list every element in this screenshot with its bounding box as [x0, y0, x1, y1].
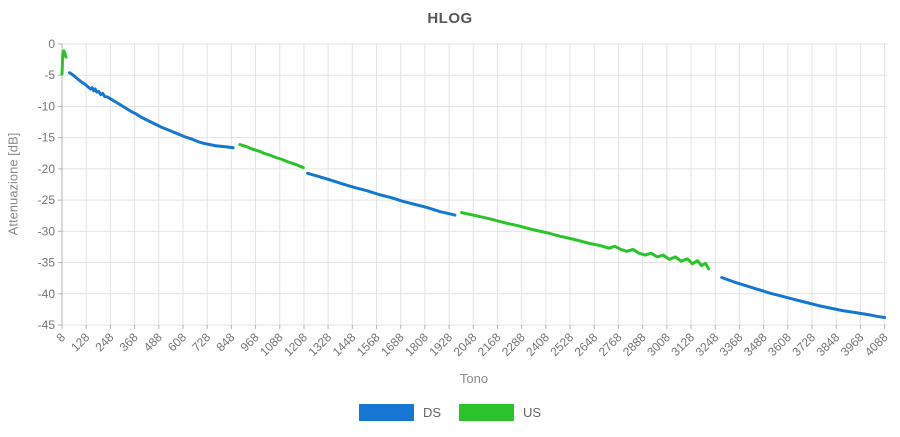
legend: DS US	[0, 403, 900, 421]
svg-text:1688: 1688	[378, 330, 407, 359]
svg-text:3848: 3848	[814, 330, 843, 359]
svg-text:2648: 2648	[572, 330, 601, 359]
svg-text:1448: 1448	[330, 330, 359, 359]
svg-text:3368: 3368	[717, 330, 746, 359]
svg-text:2168: 2168	[475, 330, 504, 359]
svg-text:2888: 2888	[620, 330, 649, 359]
legend-label-ds: DS	[422, 404, 441, 420]
svg-text:848: 848	[213, 330, 237, 354]
svg-text:488: 488	[141, 330, 165, 354]
svg-text:3128: 3128	[668, 330, 697, 359]
svg-text:-5: -5	[44, 68, 55, 82]
svg-text:2288: 2288	[499, 330, 528, 359]
legend-label-us: US	[523, 404, 542, 420]
svg-text:2768: 2768	[596, 330, 625, 359]
svg-text:0: 0	[48, 37, 55, 51]
svg-text:-20: -20	[38, 162, 56, 176]
svg-text:1808: 1808	[402, 330, 431, 359]
svg-text:-30: -30	[38, 224, 56, 238]
svg-text:-10: -10	[38, 99, 56, 113]
svg-text:2408: 2408	[523, 330, 552, 359]
legend-item-ds: DS	[358, 403, 441, 421]
svg-text:-15: -15	[38, 131, 56, 145]
svg-text:608: 608	[165, 330, 189, 354]
svg-text:3728: 3728	[789, 330, 818, 359]
legend-item-us: US	[459, 403, 542, 421]
svg-text:1568: 1568	[354, 330, 383, 359]
svg-text:3968: 3968	[838, 330, 867, 359]
svg-text:2048: 2048	[451, 330, 480, 359]
svg-text:1088: 1088	[257, 330, 286, 359]
svg-text:4088: 4088	[862, 330, 891, 359]
svg-text:728: 728	[189, 330, 213, 354]
svg-text:1928: 1928	[426, 330, 455, 359]
svg-text:1208: 1208	[281, 330, 310, 359]
svg-text:-25: -25	[38, 193, 56, 207]
svg-text:3248: 3248	[693, 330, 722, 359]
chart-title: HLOG	[427, 10, 473, 27]
legend-swatch-us	[459, 403, 514, 421]
svg-text:128: 128	[68, 330, 92, 354]
y-axis-title: Attenuazione [dB]	[5, 132, 21, 236]
svg-text:3608: 3608	[765, 330, 794, 359]
svg-text:1328: 1328	[305, 330, 334, 359]
svg-text:248: 248	[92, 330, 116, 354]
svg-text:2528: 2528	[547, 330, 576, 359]
svg-text:3488: 3488	[741, 330, 770, 359]
svg-text:-35: -35	[38, 256, 56, 270]
svg-text:-45: -45	[38, 318, 56, 332]
x-axis-title: Tono	[459, 371, 489, 386]
svg-text:-40: -40	[38, 287, 56, 301]
svg-text:3008: 3008	[644, 330, 673, 359]
svg-text:368: 368	[117, 330, 141, 354]
plot-area: 0 -5 -10 -15 -20 -25 -30 -35 -40 -458 128 248 368 488…	[38, 37, 891, 359]
legend-swatch-ds	[358, 403, 414, 421]
svg-text:8: 8	[53, 330, 68, 345]
